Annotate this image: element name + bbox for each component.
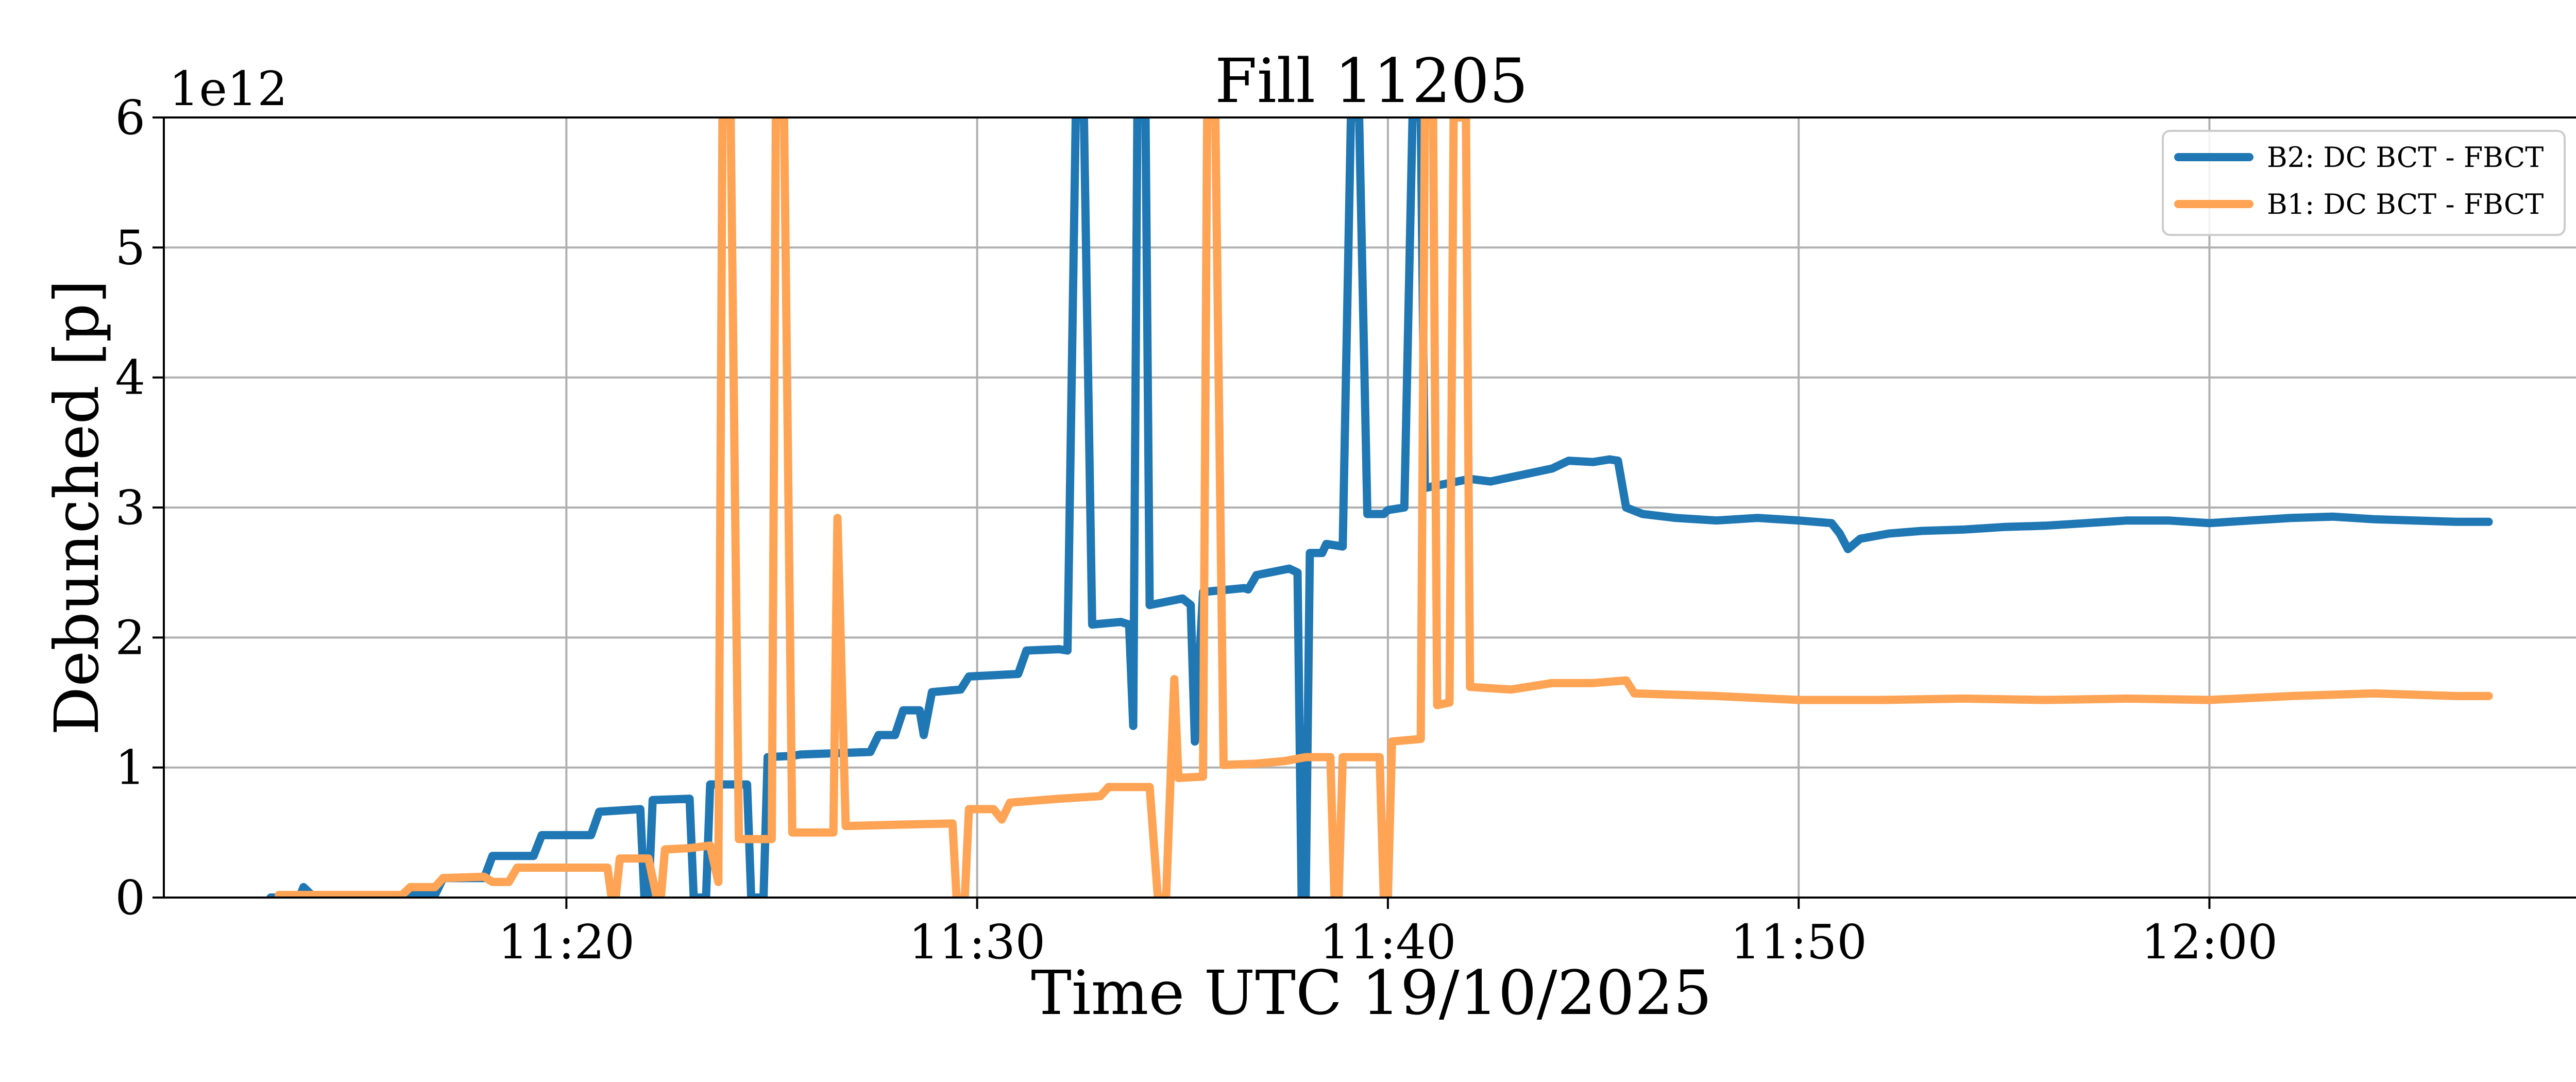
x-tick-label: 11:20 — [498, 915, 635, 970]
x-tick-label: 11:40 — [1319, 915, 1456, 970]
y-tick-label: 5 — [115, 220, 145, 275]
y-tick-label: 3 — [115, 480, 145, 535]
y-tick-label: 1 — [115, 740, 145, 796]
y-axis-label: Debunched [p] — [41, 280, 112, 736]
legend: B2: DC BCT - FBCT B1: DC BCT - FBCT — [2162, 130, 2566, 236]
series-line-b1 — [275, 117, 2493, 898]
y-tick-label: 0 — [115, 870, 145, 925]
y-tick-label: 2 — [115, 610, 145, 665]
x-tick-label: 11:50 — [1731, 915, 1867, 970]
legend-box — [2162, 130, 2566, 236]
y-offset-label: 1e12 — [169, 61, 287, 116]
y-tick-label: 4 — [115, 350, 145, 405]
x-axis-label: Time UTC 19/10/2025 — [1031, 957, 1712, 1028]
legend-label-b2: B2: DC BCT - FBCT — [2267, 141, 2544, 174]
ticks: 11:20 11:30 11:40 11:50 12:00 0 1 2 3 4 5 6 — [115, 90, 2278, 970]
legend-label-b1: B1: DC BCT - FBCT — [2267, 188, 2544, 221]
y-tick-label: 6 — [115, 90, 145, 145]
series-layer — [266, 117, 2493, 898]
x-tick-label: 11:30 — [909, 915, 1045, 970]
chart-title: Fill 11205 — [1215, 45, 1528, 116]
x-tick-label: 12:00 — [2141, 915, 2278, 970]
